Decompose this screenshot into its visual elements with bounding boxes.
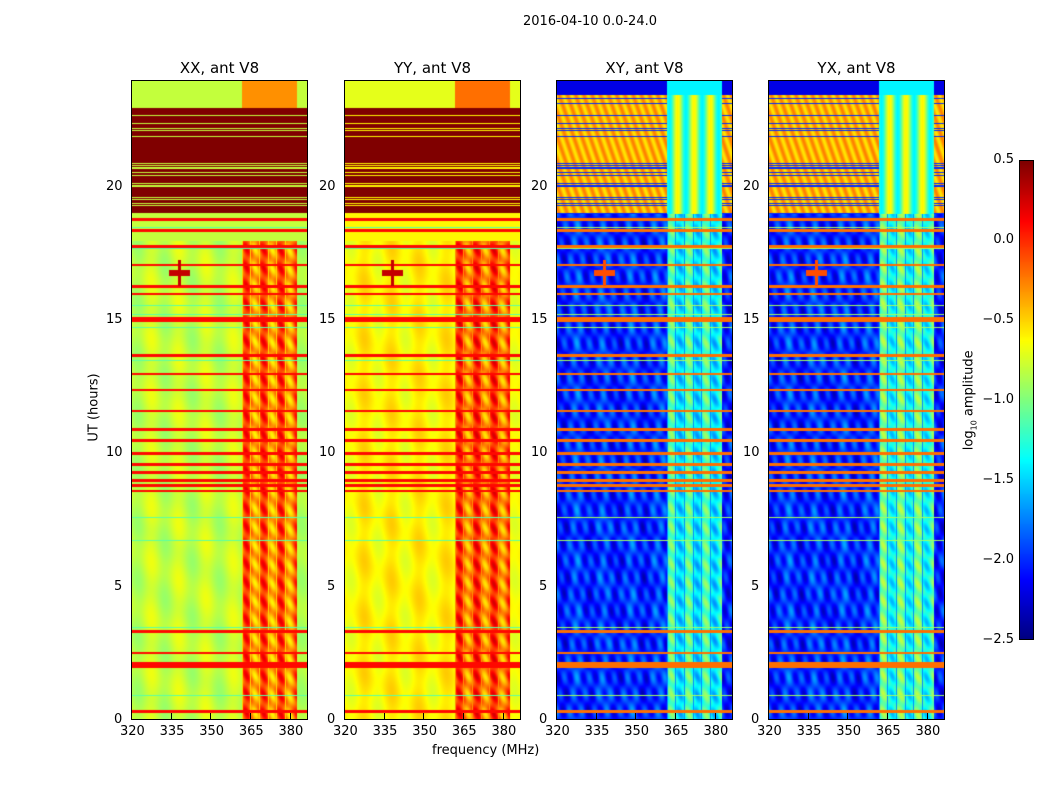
x-tick-label: 320 [120,724,145,739]
x-tick-label: 380 [915,724,941,739]
y-axis-label: UT (hours) [86,373,102,442]
panel-1: YY, ant V8 [344,59,521,720]
x-tick-label: 320 [333,724,358,739]
x-tick-mark [595,713,597,719]
y-tick-label: 5 [114,578,123,594]
x-axis-label: frequency (MHz) [432,743,540,758]
panel-title: XX, ant V8 [179,59,260,77]
y-tick-label: 0 [751,712,760,727]
figure-title: 2016-04-10 0.0-24.0 [523,14,657,29]
y-tick-label: 10 [531,445,548,461]
x-tick-mark [674,713,676,719]
y-tick-label: 20 [319,178,336,194]
heatmap [345,81,520,719]
heatmap [557,81,732,719]
x-tick-mark [289,713,291,719]
y-tick-label: 20 [106,178,123,194]
x-tick-label: 335 [584,724,610,739]
x-tick-mark [847,713,849,719]
colorbar-tick-label: −0.5 [982,312,1014,327]
y-tick-label: 20 [531,178,548,194]
x-tick-mark [383,713,385,719]
x-tick-label: 380 [703,724,729,739]
x-tick-label: 350 [624,724,650,739]
x-tick-mark [768,713,769,719]
x-tick-label: 335 [159,724,185,739]
x-tick-label: 350 [199,724,225,739]
heatmap [132,81,307,719]
x-tick-label: 365 [663,724,689,739]
x-tick-mark [249,713,251,719]
x-tick-mark [344,713,345,719]
x-tick-mark [886,713,888,719]
y-tick-label: 10 [106,445,123,461]
x-tick-label: 380 [278,724,304,739]
x-tick-mark [635,713,637,719]
y-tick-label: 5 [327,578,336,594]
x-tick-mark [423,713,425,719]
panel-title: YY, ant V8 [393,59,471,77]
panel-3: YX, ant V8 [768,59,945,720]
x-tick-mark [170,713,172,719]
colorbar-tick-label: 0.0 [993,232,1014,247]
x-tick-mark [714,713,716,719]
y-tick-label: 10 [319,445,336,461]
y-tick-label: 0 [539,712,548,727]
y-tick-label: 0 [114,712,123,727]
y-tick-label: 15 [106,312,123,327]
x-tick-label: 365 [238,724,264,739]
y-tick-label: 5 [539,578,548,594]
y-tick-label: 15 [743,312,760,327]
y-tick-label: 20 [743,178,760,194]
x-tick-mark [462,713,464,719]
x-tick-label: 380 [491,724,517,739]
x-tick-label: 320 [545,724,570,739]
panel-2: XY, ant V8 [556,59,733,720]
colorbar-tick-label: −1.5 [982,472,1014,487]
x-tick-mark [502,713,504,719]
x-tick-mark [807,713,809,719]
y-tick-label: 5 [751,578,760,594]
x-tick-label: 350 [836,724,862,739]
x-tick-mark [556,713,557,719]
colorbar-tick-label: −2.5 [982,632,1014,647]
panel-0: XX, ant V8 [131,59,308,720]
y-tick-label: 10 [743,445,760,461]
panel-title: YX, ant V8 [817,59,896,77]
x-tick-label: 350 [412,724,438,739]
panel-title: XY, ant V8 [605,59,684,77]
x-tick-label: 335 [372,724,398,739]
x-tick-mark [926,713,928,719]
y-tick-label: 15 [531,312,548,327]
y-tick-label: 15 [319,312,336,327]
x-tick-mark [131,713,132,719]
heatmap [769,81,944,719]
y-tick-label: 0 [327,712,336,727]
colorbar [1019,160,1034,640]
x-tick-label: 320 [757,724,782,739]
x-tick-label: 335 [796,724,822,739]
colorbar-tick-label: −1.0 [982,392,1014,407]
colorbar-tick-label: −2.0 [982,552,1014,567]
x-tick-mark [210,713,212,719]
x-tick-label: 365 [451,724,477,739]
colorbar-tick-label: 0.5 [993,152,1014,167]
x-tick-label: 365 [875,724,901,739]
